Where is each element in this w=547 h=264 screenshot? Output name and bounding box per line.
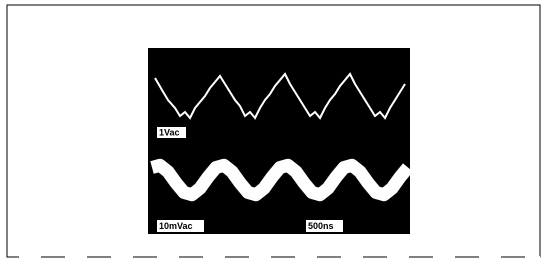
channel-1-label: 1Vac <box>159 127 180 137</box>
timebase-label: 500ns <box>308 221 334 231</box>
channel-2-label: 10mVac <box>159 221 193 231</box>
figure: 1Vac 10mVac 500ns <box>0 0 547 264</box>
page: 1Vac 10mVac 500ns (() => { const data = … <box>0 0 547 264</box>
scope-screen <box>148 48 410 234</box>
